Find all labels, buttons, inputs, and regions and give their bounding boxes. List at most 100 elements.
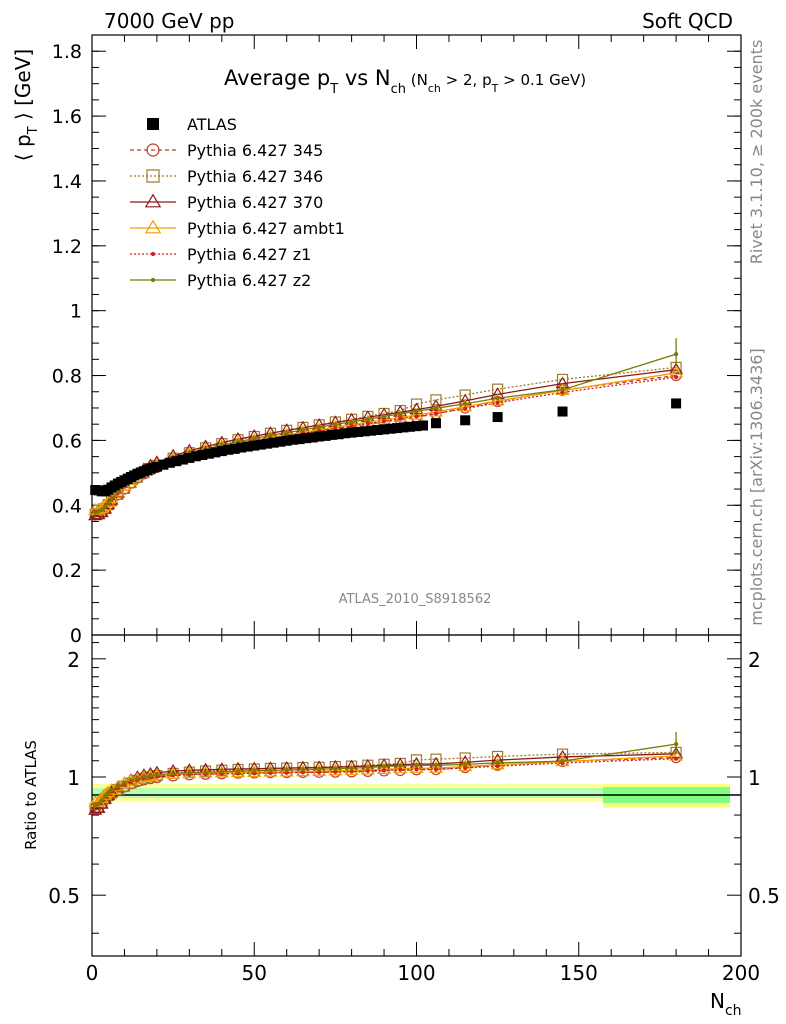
atlas-point [268, 437, 279, 448]
series-line [95, 353, 677, 514]
series-point [409, 407, 424, 420]
series-point [349, 419, 354, 425]
legend-label: Pythia 6.427 z2 [187, 271, 311, 290]
atlas-point [275, 436, 286, 447]
ratio-series-point [88, 802, 103, 815]
y-tick-label: 1.8 [52, 41, 82, 63]
y-tick-label: 1 [70, 301, 82, 323]
ratio-series-line [95, 758, 677, 806]
x-axis-label: Nch [710, 989, 742, 1019]
title-vs-sub: ch [391, 82, 406, 97]
chart-title: Average pT vs Nch (Nch > 2, pT > 0.1 GeV… [224, 66, 586, 97]
atlas-point [327, 429, 338, 440]
ratio-series-2 [88, 746, 684, 815]
series-point [376, 407, 392, 420]
series-point [96, 509, 101, 514]
x-tick-label: 50 [242, 961, 267, 985]
y-tick-label: 1.4 [52, 171, 82, 193]
title-cut2-sub: T [491, 82, 499, 95]
legend-entry: Pythia 6.427 ambt1 [130, 219, 345, 238]
series-4 [93, 375, 679, 514]
header-right: Soft QCD [642, 9, 733, 33]
ratio-series-point [219, 769, 224, 774]
ratio-series-point [495, 760, 500, 765]
x-label-sub: ch [725, 1003, 742, 1019]
ratio-y-tick-label-right: 0.5 [748, 884, 780, 908]
y-tick-label: 0.6 [52, 430, 82, 452]
ratio-series-point [235, 769, 241, 774]
atlas-point [294, 434, 305, 445]
ratio-series-point [154, 772, 159, 777]
ratio-series-point [117, 776, 132, 789]
legend-marker [144, 193, 162, 208]
atlas-point [366, 425, 377, 436]
ratio-series-point [381, 764, 387, 769]
ratio-series-point [433, 763, 439, 768]
atlas-point [249, 440, 260, 451]
atlas-point [353, 426, 364, 437]
atlas-point [492, 412, 503, 423]
series-point [349, 424, 354, 429]
y-tick-label: 0.8 [52, 366, 82, 388]
atlas-point [557, 406, 568, 417]
legend-entry: Pythia 6.427 z1 [130, 245, 311, 264]
ratio-series-point [560, 759, 565, 764]
atlas-point [333, 429, 344, 440]
atlas-point [460, 415, 471, 426]
ratio-y-label: Ratio to ATLAS [22, 740, 40, 850]
legend-marker [150, 277, 156, 283]
series-point [333, 422, 338, 427]
ratio-ticks: 0.5 0.5 1 1 2 2 0 50 100 150 200 [48, 635, 780, 985]
ratio-series-line [95, 751, 677, 809]
series-point [365, 417, 370, 422]
ratio-series-point [365, 768, 370, 773]
ratio-series-point [409, 761, 424, 773]
legend-marker [146, 143, 160, 157]
series-point [109, 496, 114, 501]
atlas-point [671, 398, 682, 409]
legend-entry: Pythia 6.427 346 [130, 167, 323, 186]
x-tick-label: 150 [560, 961, 598, 985]
atlas-point [236, 442, 247, 453]
series-point [669, 362, 684, 375]
atlas-data [90, 398, 682, 497]
atlas-point [229, 443, 240, 454]
ratio-series-point [312, 764, 327, 776]
ratio-series-point [317, 767, 322, 772]
ratio-series-point [135, 776, 140, 781]
atlas-point [385, 423, 396, 434]
series-point [495, 400, 500, 405]
series-point [398, 411, 403, 416]
ratio-series-point [349, 769, 354, 774]
ratio-series-point [317, 770, 322, 775]
ratio-series-point [141, 774, 147, 779]
y-tick-label: 0 [70, 625, 82, 647]
atlas-point [411, 421, 422, 432]
series-point [104, 492, 119, 505]
ratio-series-point [252, 768, 257, 773]
y-tick-label: 0.4 [52, 495, 82, 517]
series-point [674, 375, 679, 380]
ratio-series-point [463, 762, 468, 767]
atlas-point [281, 435, 292, 446]
ratio-series-point [106, 790, 111, 796]
series-point [414, 409, 419, 414]
legend-entry: Pythia 6.427 345 [130, 141, 323, 160]
main-panel: 00.20.40.60.811.21.41.61.8 Average pT vs… [11, 34, 742, 647]
series-point [115, 489, 121, 494]
ratio-series-point [349, 766, 354, 771]
ratio-series-point [495, 764, 500, 769]
title-main: Average p [224, 66, 330, 90]
ratio-series-point [328, 763, 343, 776]
legend-entry: Pythia 6.427 370 [130, 193, 323, 212]
atlas-point [203, 448, 214, 459]
series-point [106, 500, 111, 505]
atlas-point [242, 441, 253, 452]
series-3 [88, 365, 684, 515]
ratio-series-point [187, 770, 192, 775]
x-tick-label: 0 [86, 961, 99, 985]
rivet-label: Rivet 3.1.10, ≥ 200k events [747, 40, 766, 265]
legend-label: Pythia 6.427 ambt1 [187, 219, 345, 238]
ratio-series-point [381, 768, 387, 773]
atlas-point [307, 432, 318, 443]
